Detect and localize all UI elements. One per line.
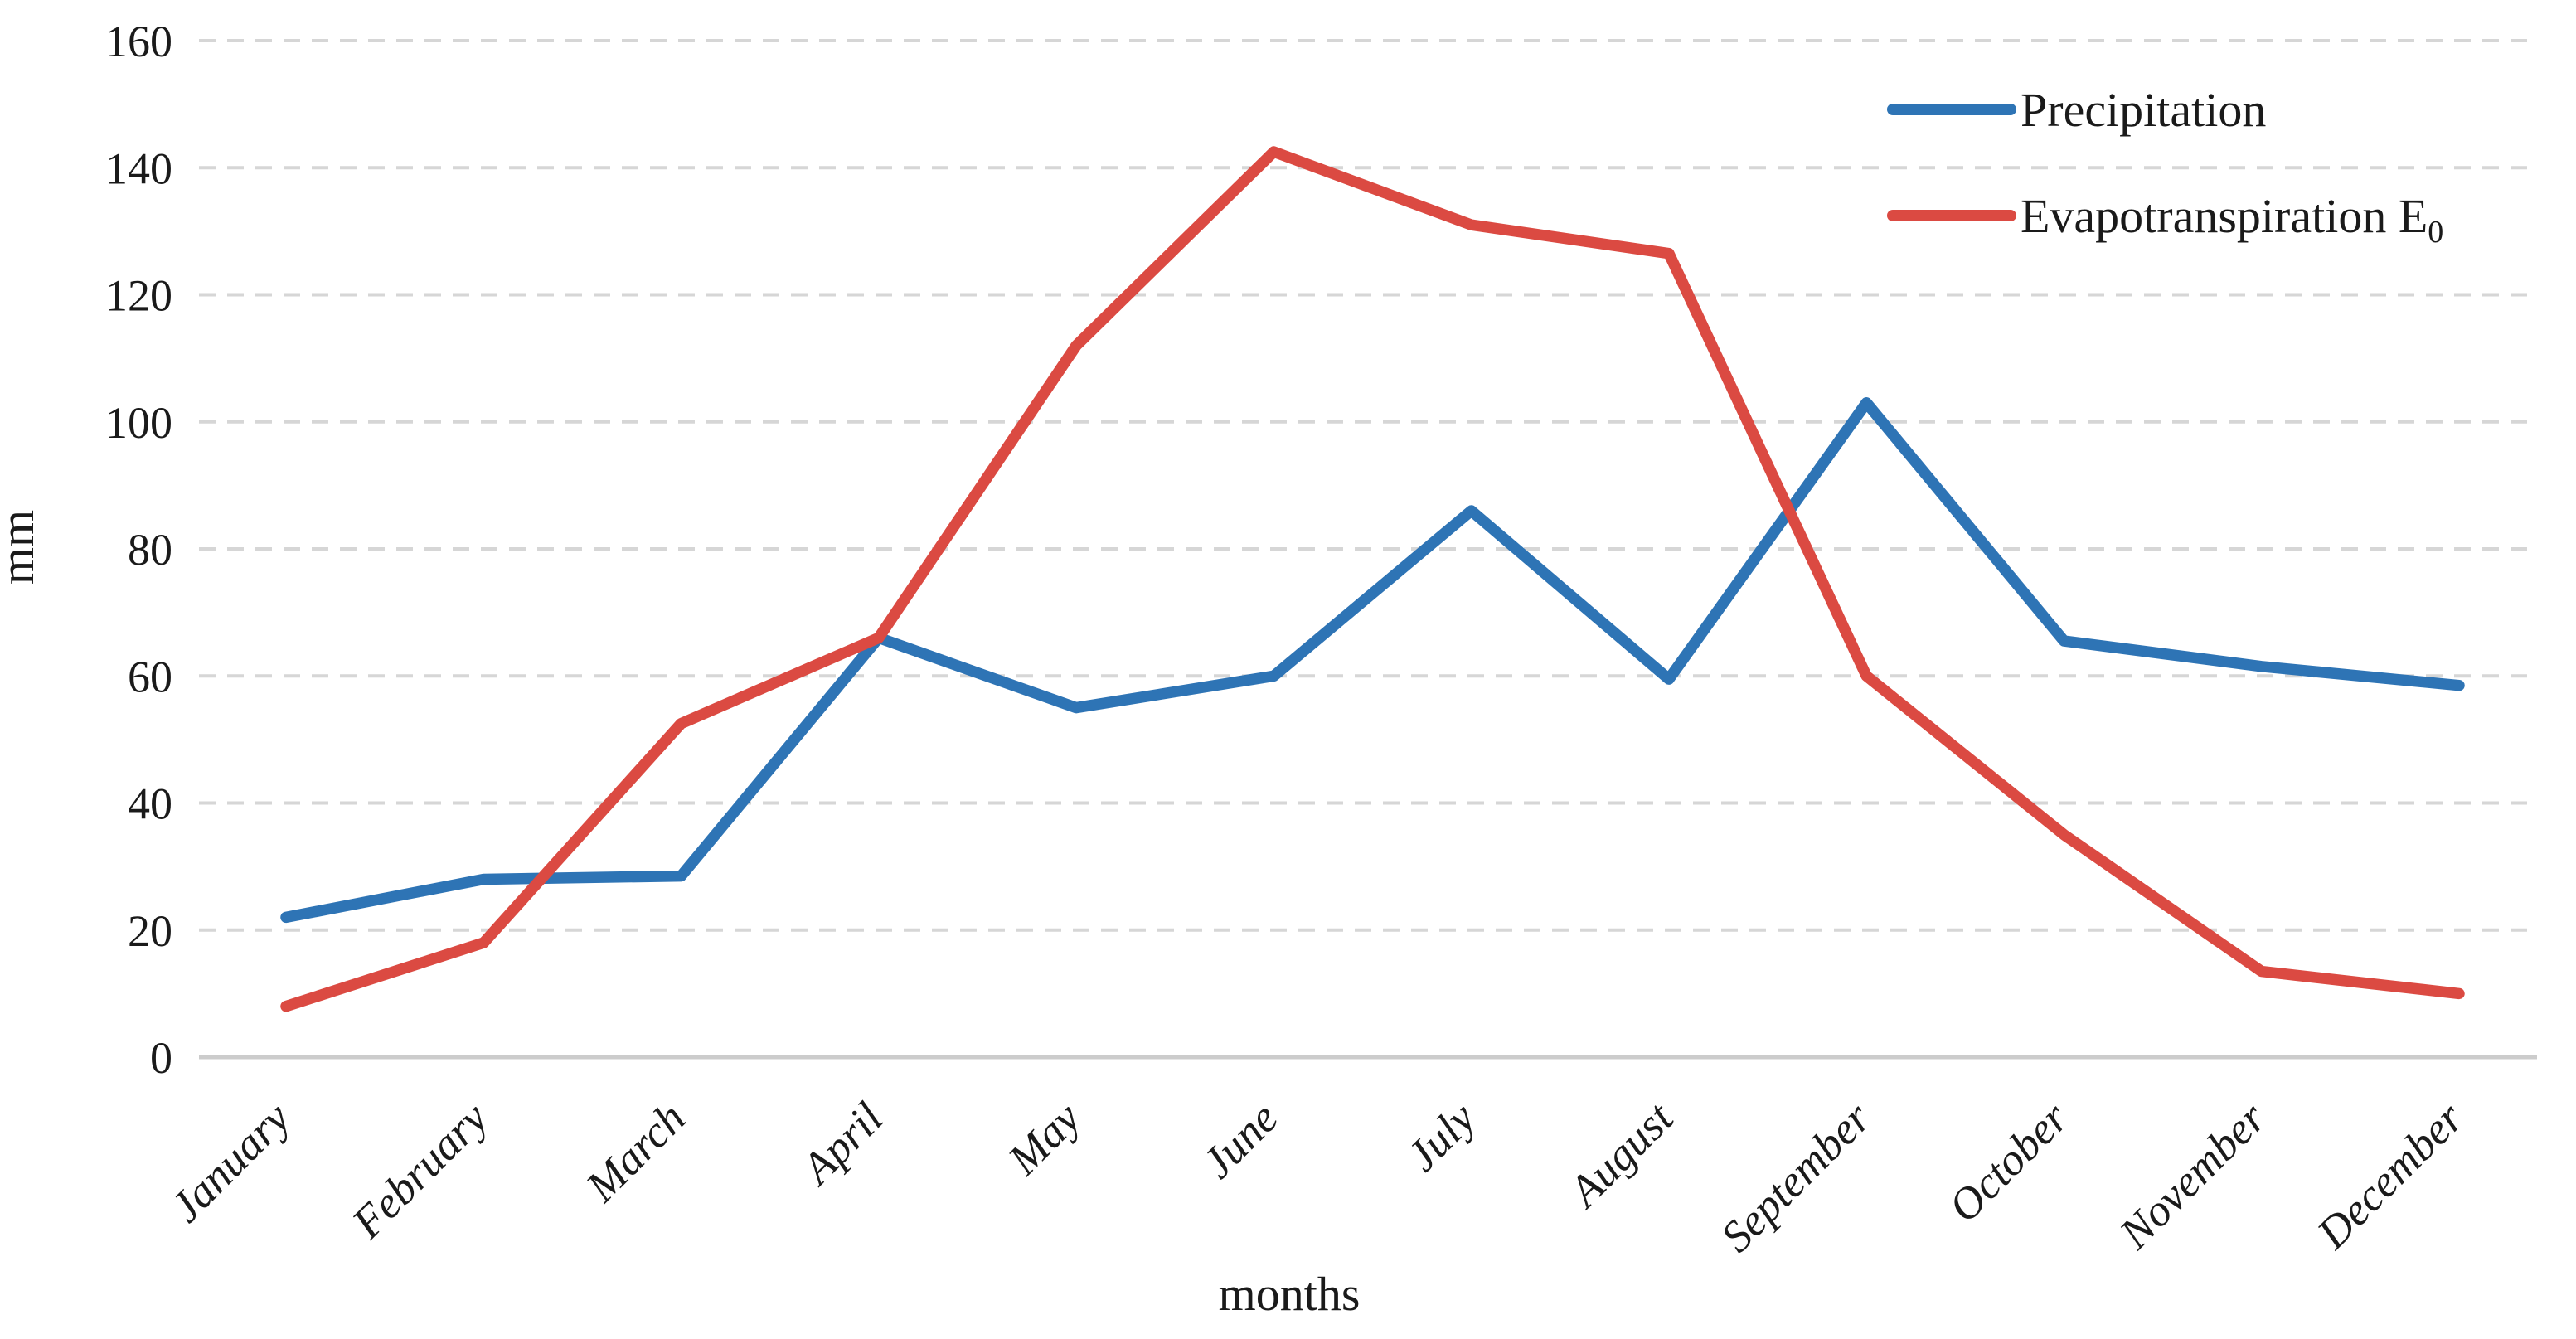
y-tick-label: 60 [128, 652, 172, 701]
y-tick-label: 100 [105, 398, 172, 448]
month-label-november: November [2109, 1092, 2276, 1259]
legend-label-evapotranspiration: Evapotranspiration E0 [2021, 189, 2443, 250]
month-label-december: December [2307, 1092, 2473, 1259]
month-label-april: April [790, 1093, 892, 1195]
gridlines [199, 39, 2537, 1060]
y-tick-label: 160 [105, 17, 172, 66]
legend-label-evapotranspiration-subscript: 0 [2428, 215, 2443, 250]
legend-label-evapotranspiration-text: Evapotranspiration E [2021, 189, 2428, 243]
y-tick-label: 40 [128, 779, 172, 829]
y-tick-label: 20 [128, 906, 172, 956]
month-label-august: August [1558, 1092, 1684, 1218]
evapotranspiration-e0-line [280, 146, 2465, 1012]
y-axis-title: mm [0, 510, 44, 585]
y-tick-label: 0 [150, 1033, 172, 1083]
month-label-october: October [1938, 1092, 2078, 1231]
month-label-september: September [1711, 1092, 1880, 1261]
legend: Precipitation Evapotranspiration E0 [1887, 83, 2443, 250]
data-series [280, 146, 2465, 1012]
x-axis-title: months [1219, 1267, 1361, 1321]
y-tick-label: 140 [105, 143, 172, 193]
y-tick-label: 120 [105, 271, 172, 321]
month-label-january: January [161, 1093, 300, 1232]
x-axis-month-labels: January February March April May June July Augu… [161, 1092, 2473, 1262]
y-axis-tick-labels: 0 20 40 60 80 100 120 140 160 [105, 17, 172, 1083]
month-label-february: February [342, 1093, 497, 1248]
month-label-may: May [998, 1093, 1090, 1185]
month-label-june: June [1192, 1093, 1288, 1188]
precipitation-line [280, 397, 2465, 924]
y-tick-label: 80 [128, 525, 172, 575]
month-label-march: March [576, 1093, 696, 1212]
legend-label-precipitation: Precipitation [2021, 83, 2266, 137]
month-label-july: July [1397, 1093, 1485, 1181]
